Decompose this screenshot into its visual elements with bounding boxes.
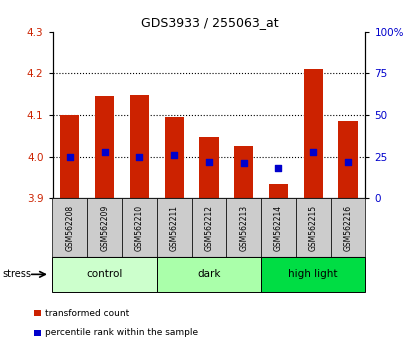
FancyBboxPatch shape	[122, 198, 157, 257]
Point	[136, 154, 143, 159]
Text: stress: stress	[2, 269, 31, 279]
Text: control: control	[87, 269, 123, 279]
FancyBboxPatch shape	[261, 198, 296, 257]
Bar	[60, 115, 79, 198]
Text: transformed count: transformed count	[45, 309, 130, 318]
Bar	[234, 146, 253, 198]
Text: GSM562215: GSM562215	[309, 205, 318, 251]
Text: GSM562214: GSM562214	[274, 205, 283, 251]
Text: GDS3933 / 255063_at: GDS3933 / 255063_at	[141, 16, 279, 29]
Bar	[304, 69, 323, 198]
Point	[66, 154, 73, 159]
FancyBboxPatch shape	[87, 198, 122, 257]
FancyBboxPatch shape	[226, 198, 261, 257]
FancyBboxPatch shape	[331, 198, 365, 257]
FancyBboxPatch shape	[157, 198, 192, 257]
Text: GSM562209: GSM562209	[100, 205, 109, 251]
Point	[206, 159, 212, 165]
Bar	[165, 117, 184, 198]
Point	[171, 152, 178, 158]
Text: GSM562213: GSM562213	[239, 205, 248, 251]
FancyBboxPatch shape	[52, 257, 157, 292]
Bar	[130, 95, 149, 198]
Text: dark: dark	[197, 269, 220, 279]
Text: GSM562211: GSM562211	[170, 205, 178, 251]
Point	[101, 149, 108, 154]
FancyBboxPatch shape	[261, 257, 365, 292]
Text: percentile rank within the sample: percentile rank within the sample	[45, 328, 199, 337]
Text: GSM562208: GSM562208	[66, 205, 74, 251]
Bar	[269, 184, 288, 198]
Text: GSM562212: GSM562212	[205, 205, 213, 251]
Text: GSM562210: GSM562210	[135, 205, 144, 251]
Point	[240, 160, 247, 166]
Text: GSM562216: GSM562216	[344, 205, 352, 251]
FancyBboxPatch shape	[296, 198, 331, 257]
FancyBboxPatch shape	[157, 257, 261, 292]
Point	[275, 165, 282, 171]
Point	[310, 149, 317, 154]
FancyBboxPatch shape	[192, 198, 226, 257]
Bar	[95, 96, 114, 198]
Text: high light: high light	[289, 269, 338, 279]
FancyBboxPatch shape	[52, 198, 87, 257]
Bar	[200, 137, 218, 198]
Bar	[339, 121, 357, 198]
Point	[345, 159, 352, 165]
